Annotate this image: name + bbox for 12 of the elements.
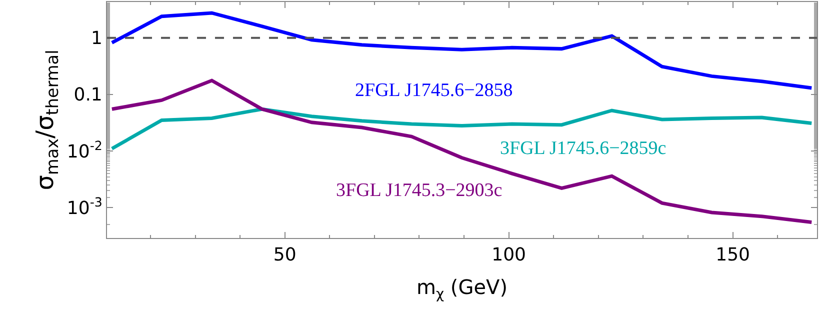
y-tick-label: 10$^{-2}$ [66,138,102,162]
x-tick-label: 150 [716,244,750,266]
x-tick-label: 50 [273,244,296,266]
line-series [110,78,814,224]
series-label: 3FGL J1745.3−2903c [336,180,502,201]
x-tick-label: 100 [492,244,526,266]
series-label: 3FGL J1745.6−2859c [500,138,666,159]
series-label: 2FGL J1745.6−2858 [355,80,513,101]
y-tick-label: 10$^{-3}$ [66,194,102,219]
x-axis-title: m$_{χ}$ (GeV) [416,275,508,302]
y-tick-label: 0.1 [74,84,102,106]
y-tick-label: 1 [90,28,102,50]
